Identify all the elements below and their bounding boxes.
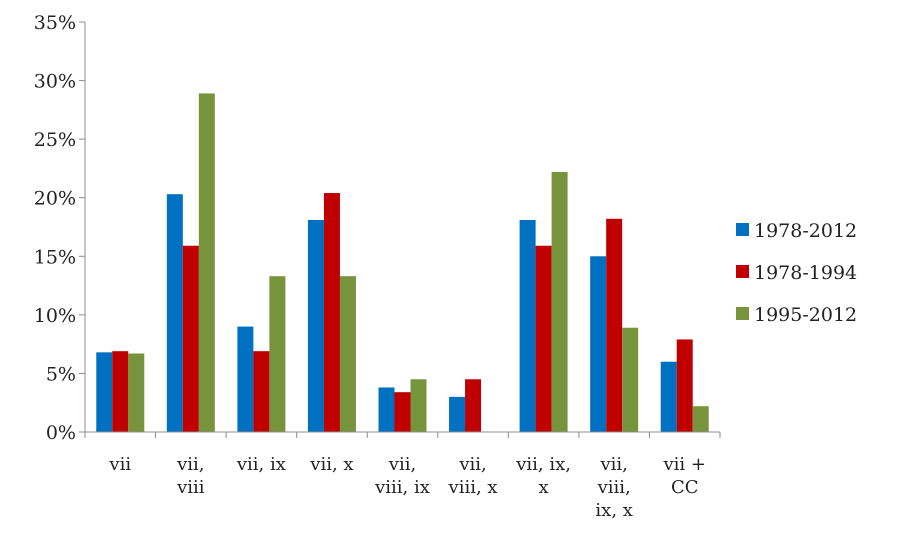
bar [465,379,482,432]
y-tick-label: 0% [46,422,76,444]
x-tick-label: vii, viii [176,454,205,498]
bar [660,361,677,432]
bar [96,352,113,432]
y-axis: 0% 5% 10% 15% 20% 25% 30% 35% [34,12,86,444]
bar [676,339,693,432]
y-tick-label: 30% [34,71,76,93]
y-tick-label: 15% [34,246,76,268]
bar [692,406,709,432]
legend-swatch [736,307,749,320]
y-tick-label: 20% [34,188,76,210]
bar [394,392,411,432]
bar [449,396,466,432]
bar [622,327,639,432]
x-tick-label: vii, ix, x [515,454,571,498]
bar [606,218,623,432]
bar [166,194,183,432]
x-tick-label: vii + CC [662,454,706,498]
bar [269,276,286,432]
legend: 1978-2012 1978-1994 1995-2012 [736,220,857,326]
bar [112,351,129,432]
y-tick-label: 10% [34,305,76,327]
bar [535,245,552,432]
legend-swatch [736,265,749,278]
bar [237,326,254,432]
x-tick-label: vii, viii, x [448,454,498,498]
x-tick-label: vii, ix [236,454,286,475]
bar [551,171,568,432]
x-tick-label: vii, x [309,454,353,475]
legend-swatch [736,223,749,236]
legend-label: 1978-2012 [754,220,857,242]
bar [519,219,536,432]
x-tick-label: vii, viii, ix, x [595,454,633,521]
y-tick-label: 35% [34,12,76,34]
x-tick-label: vii [108,454,131,475]
bars [96,93,709,432]
bar [323,193,340,432]
x-axis: vii vii, viii vii, ix vii, x vii, viii, ix vii,… [84,431,721,521]
bar [128,353,145,432]
bar [590,256,607,432]
legend-label: 1995-2012 [754,304,857,326]
bar [410,379,427,432]
bar [198,93,215,432]
bar [253,351,270,432]
y-tick-label: 25% [34,129,76,151]
bar [339,276,356,432]
bar [307,219,324,432]
bar [378,387,395,432]
bar [182,245,199,432]
x-tick-label: vii, viii, ix [374,454,430,498]
y-tick-label: 5% [46,363,76,385]
legend-label: 1978-1994 [754,262,857,284]
